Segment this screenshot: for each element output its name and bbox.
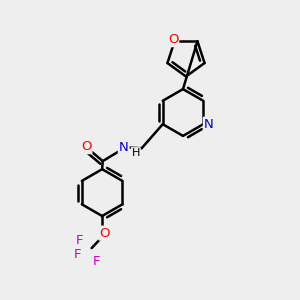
Text: F: F [76,234,83,247]
Text: N: N [204,118,214,131]
Text: N: N [119,141,129,154]
Text: F: F [92,255,100,268]
Text: O: O [168,33,178,46]
Text: O: O [99,226,110,240]
Text: H: H [131,148,140,158]
Text: F: F [74,248,81,261]
Text: O: O [81,140,92,153]
